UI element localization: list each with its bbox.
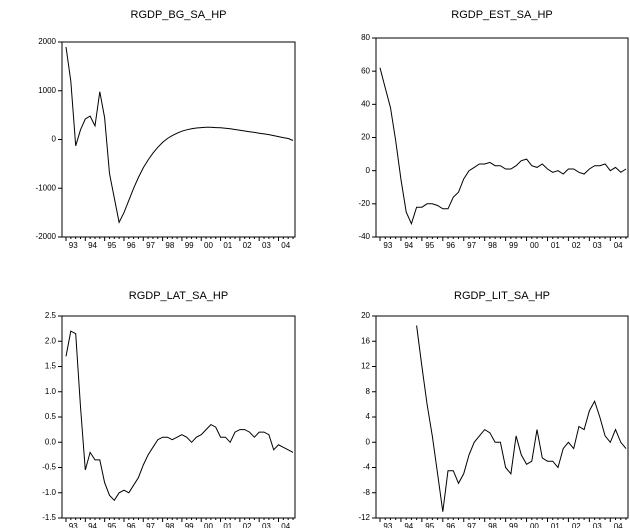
x-tick-label: 97 (467, 241, 476, 250)
x-tick-label: 04 (281, 241, 290, 250)
x-tick-label: 96 (127, 241, 136, 250)
y-tick-label: 8 (366, 387, 371, 396)
x-tick-label: 94 (404, 241, 413, 250)
x-tick-label: 95 (107, 522, 116, 528)
x-tick-label: 03 (262, 241, 271, 250)
plot-frame (375, 37, 629, 238)
x-tick-label: 93 (69, 241, 78, 250)
y-tick-label: -1000 (36, 183, 57, 192)
x-tick-label: 03 (262, 522, 271, 528)
x-tick-label: 95 (425, 522, 434, 528)
y-tick-label: -0.5 (42, 463, 56, 472)
y-tick-label: 2000 (38, 37, 56, 46)
x-tick-label: 97 (146, 241, 155, 250)
chart-title: RGDP_LIT_SA_HP (454, 290, 550, 302)
x-tick-label: 00 (204, 241, 213, 250)
plot-frame (375, 315, 629, 519)
x-tick-label: 01 (223, 522, 232, 528)
y-tick-label: -4 (363, 463, 371, 472)
x-tick-label: 96 (446, 241, 455, 250)
y-tick-label: -1.0 (42, 488, 56, 497)
x-tick-label: 98 (165, 241, 174, 250)
y-tick-label: 80 (361, 33, 370, 42)
data-line (65, 330, 294, 502)
x-tick-label: 02 (572, 522, 581, 528)
x-tick-label: 99 (509, 241, 518, 250)
chart-title: RGDP_BG_SA_HP (131, 9, 227, 21)
x-tick-label: 97 (467, 522, 476, 528)
y-tick-label: 40 (361, 99, 370, 108)
x-tick-label: 00 (530, 522, 539, 528)
y-tick-label: 2.5 (45, 311, 57, 320)
y-tick-label: -40 (358, 232, 370, 241)
x-tick-label: 99 (185, 522, 194, 528)
x-tick-label: 93 (383, 522, 392, 528)
x-tick-label: 94 (88, 522, 97, 528)
y-tick-label: 16 (361, 336, 370, 345)
x-tick-label: 98 (488, 522, 497, 528)
x-tick-label: 02 (243, 522, 252, 528)
x-tick-label: 95 (425, 241, 434, 250)
chart-title: RGDP_LAT_SA_HP (129, 290, 228, 302)
x-tick-label: 03 (593, 241, 602, 250)
data-line (416, 325, 627, 512)
y-tick-label: -8 (363, 488, 371, 497)
x-tick-label: 01 (223, 241, 232, 250)
y-tick-label: -2000 (36, 232, 57, 241)
y-tick-label: 0.0 (45, 437, 57, 446)
x-tick-label: 94 (88, 241, 97, 250)
y-tick-label: 0 (366, 437, 371, 446)
x-tick-label: 93 (383, 241, 392, 250)
y-tick-label: 2.0 (45, 336, 57, 345)
x-tick-label: 01 (551, 241, 560, 250)
y-tick-label: -12 (358, 513, 370, 522)
plot-frame (61, 41, 296, 238)
y-tick-label: 0.5 (45, 412, 57, 421)
x-tick-label: 96 (127, 522, 136, 528)
y-tick-label: 0 (366, 166, 371, 175)
y-tick-label: 60 (361, 66, 370, 75)
y-tick-label: 1000 (38, 86, 56, 95)
chart-title: RGDP_EST_SA_HP (451, 9, 552, 21)
x-tick-label: 04 (614, 241, 623, 250)
x-tick-label: 97 (146, 522, 155, 528)
plot-frame (61, 315, 296, 519)
x-tick-label: 04 (614, 522, 623, 528)
x-tick-label: 01 (551, 522, 560, 528)
x-tick-label: 96 (446, 522, 455, 528)
x-tick-label: 99 (185, 241, 194, 250)
y-tick-label: 1.0 (45, 387, 57, 396)
x-tick-label: 03 (593, 522, 602, 528)
y-tick-label: 4 (366, 412, 371, 421)
x-tick-label: 99 (509, 522, 518, 528)
y-tick-label: 0 (52, 135, 57, 144)
x-tick-label: 02 (572, 241, 581, 250)
x-tick-label: 02 (243, 241, 252, 250)
x-tick-label: 98 (165, 522, 174, 528)
x-tick-label: 00 (204, 522, 213, 528)
y-tick-label: -20 (358, 199, 370, 208)
x-tick-label: 98 (488, 241, 497, 250)
data-line (379, 67, 627, 226)
y-tick-label: 1.5 (45, 362, 57, 371)
y-tick-label: 12 (361, 362, 370, 371)
x-tick-label: 95 (107, 241, 116, 250)
x-tick-label: 94 (404, 522, 413, 528)
x-tick-label: 93 (69, 522, 78, 528)
y-tick-label: 20 (361, 311, 370, 320)
y-tick-label: 20 (361, 133, 370, 142)
data-line (65, 46, 294, 224)
x-tick-label: 00 (530, 241, 539, 250)
x-tick-label: 04 (281, 522, 290, 528)
y-tick-label: -1.5 (42, 513, 56, 522)
